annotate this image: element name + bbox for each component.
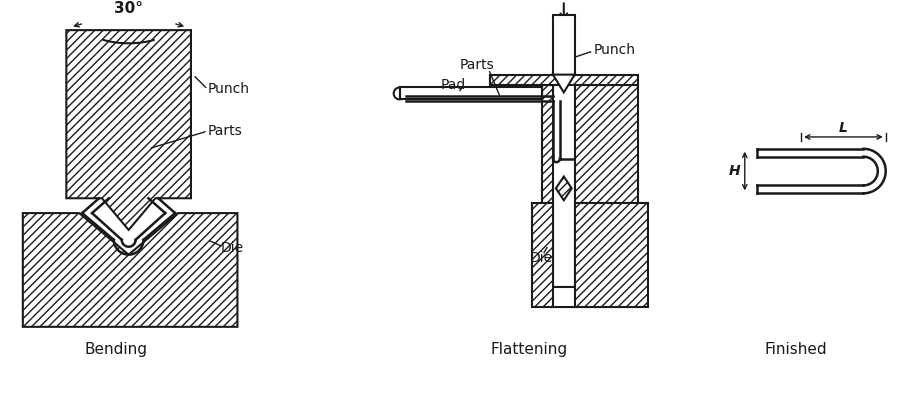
Text: 30°: 30° bbox=[114, 1, 143, 16]
Polygon shape bbox=[552, 75, 574, 93]
Text: Finished: Finished bbox=[764, 342, 826, 357]
Polygon shape bbox=[574, 85, 638, 307]
Polygon shape bbox=[552, 287, 574, 307]
Polygon shape bbox=[541, 85, 552, 307]
Polygon shape bbox=[531, 203, 647, 307]
Polygon shape bbox=[23, 213, 237, 327]
Text: Punch: Punch bbox=[593, 43, 635, 57]
Text: Punch: Punch bbox=[208, 83, 250, 97]
Text: L: L bbox=[838, 121, 847, 135]
Polygon shape bbox=[489, 75, 638, 85]
Text: Flattening: Flattening bbox=[490, 342, 568, 357]
Text: Bending: Bending bbox=[84, 342, 147, 357]
Text: Parts: Parts bbox=[208, 124, 242, 138]
Polygon shape bbox=[399, 87, 541, 99]
Polygon shape bbox=[552, 15, 574, 75]
Polygon shape bbox=[556, 176, 571, 200]
Text: Parts: Parts bbox=[459, 58, 494, 72]
Text: Die: Die bbox=[220, 241, 243, 255]
Text: Die: Die bbox=[528, 251, 552, 265]
Text: Pad: Pad bbox=[440, 77, 465, 91]
Polygon shape bbox=[67, 30, 190, 230]
Text: H: H bbox=[729, 164, 740, 178]
